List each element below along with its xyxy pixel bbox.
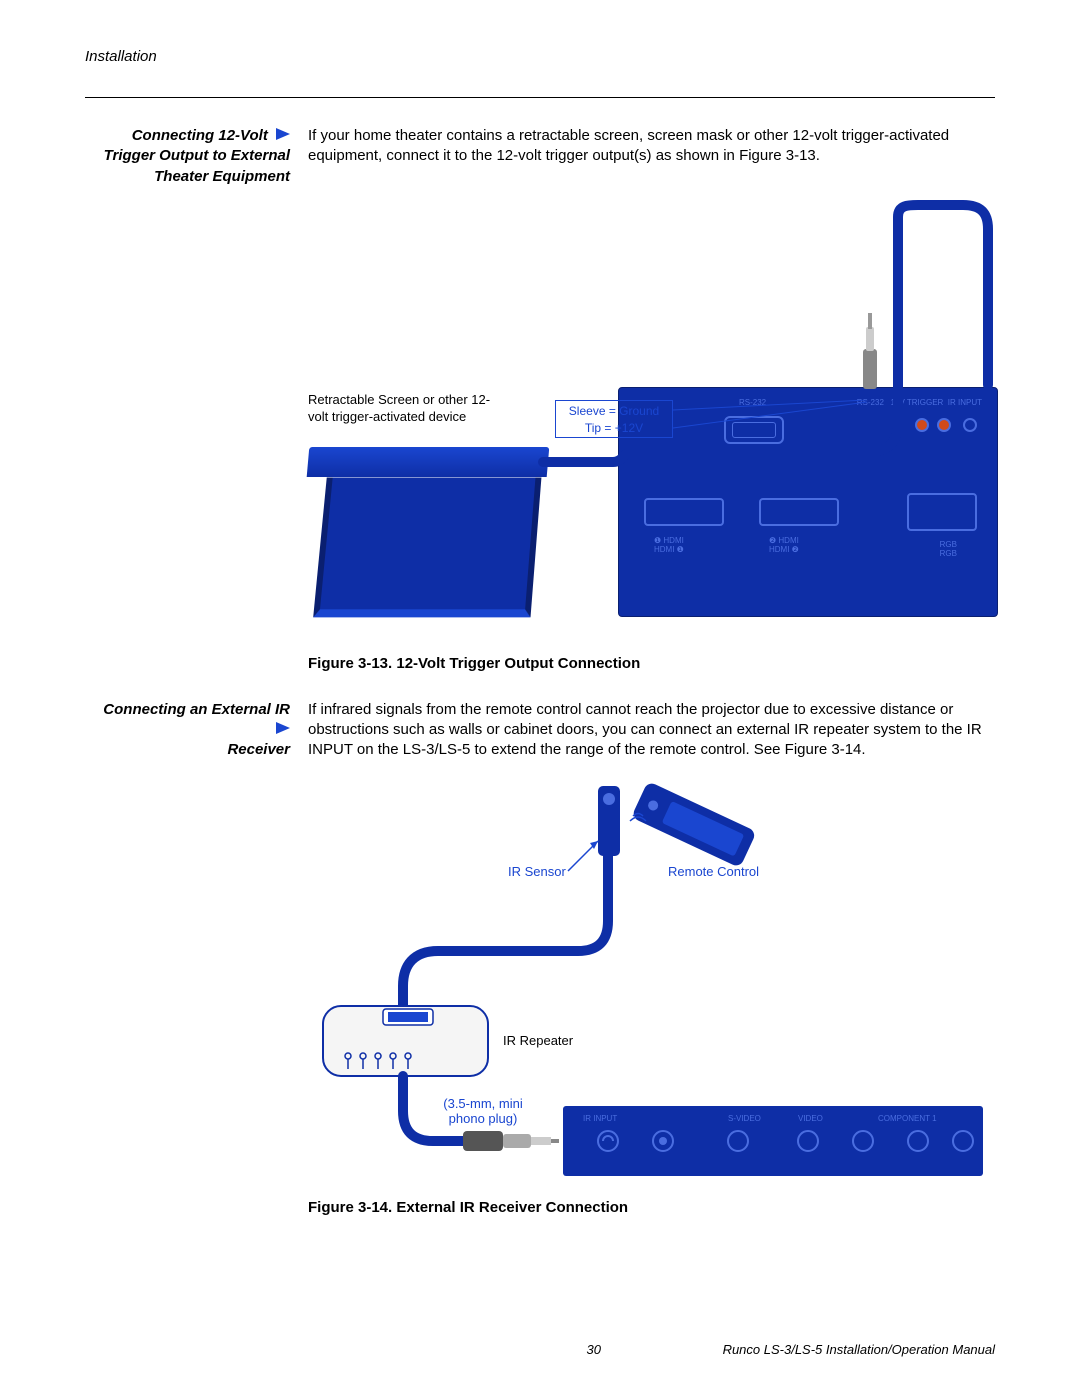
hdmi-2 bbox=[759, 498, 839, 526]
section-12v-trigger: Connecting 12-Volt Trigger Output to Ext… bbox=[85, 126, 995, 187]
panel-label-row: RS-232 12V TRIGGER IR INPUT bbox=[857, 398, 982, 407]
figure-3-14-caption: Figure 3-14. External IR Receiver Connec… bbox=[308, 1199, 995, 1216]
arrow-icon bbox=[276, 126, 290, 146]
plug-label: (3.5-mm, mini phono plug) bbox=[438, 1096, 528, 1127]
svg-text:VIDEO: VIDEO bbox=[798, 1114, 823, 1123]
svg-text:COMPONENT 1: COMPONENT 1 bbox=[878, 1114, 937, 1123]
screen-housing bbox=[307, 447, 550, 477]
margin-heading-ir: Connecting an External IR Receiver bbox=[85, 700, 290, 761]
ir-jack bbox=[963, 418, 977, 432]
body-ir: If infrared signals from the remote cont… bbox=[290, 700, 995, 761]
margin-heading-ir-text-2: Receiver bbox=[227, 741, 290, 758]
vga-port bbox=[907, 493, 977, 531]
svg-text:S-VIDEO: S-VIDEO bbox=[728, 1114, 761, 1123]
margin-heading-12v: Connecting 12-Volt Trigger Output to Ext… bbox=[85, 126, 290, 187]
header-rule bbox=[85, 97, 995, 98]
repeater-label: IR Repeater bbox=[503, 1033, 573, 1050]
screen-label: Retractable Screen or other 12-volt trig… bbox=[308, 392, 508, 426]
sleeve-label: Sleeve = Ground bbox=[569, 404, 659, 418]
margin-heading-text-3: Theater Equipment bbox=[154, 168, 290, 185]
margin-heading-text-2: Trigger Output to External bbox=[104, 147, 290, 164]
svg-text:IR INPUT: IR INPUT bbox=[583, 1114, 617, 1123]
hdmi-1 bbox=[644, 498, 724, 526]
remote-label: Remote Control bbox=[668, 864, 759, 879]
page-footer: 30 Runco LS-3/LS-5 Installation/Operatio… bbox=[85, 1342, 995, 1357]
figure-3-13: Retractable Screen or other 12-volt trig… bbox=[308, 197, 995, 637]
tip-label: Tip = +12V bbox=[585, 421, 643, 435]
trigger-jack-1 bbox=[915, 418, 929, 432]
screen-fabric bbox=[313, 477, 541, 617]
rgb-label: RGBRGB bbox=[940, 540, 957, 558]
callout-lines bbox=[673, 400, 873, 440]
manual-title: Runco LS-3/LS-5 Installation/Operation M… bbox=[723, 1342, 995, 1357]
section-ir-receiver: Connecting an External IR Receiver If in… bbox=[85, 700, 995, 761]
figure-3-13-caption: Figure 3-13. 12-Volt Trigger Output Conn… bbox=[308, 655, 995, 672]
trigger-jack-2 bbox=[937, 418, 951, 432]
fig314-svg: S-VIDEO VIDEO COMPONENT 1 IR INPUT bbox=[308, 771, 998, 1191]
arrow-icon bbox=[276, 720, 290, 740]
page-number: 30 bbox=[587, 1342, 601, 1357]
figure-3-14: S-VIDEO VIDEO COMPONENT 1 IR INPUT IR Se… bbox=[308, 771, 998, 1191]
margin-heading-text: Connecting 12-Volt bbox=[132, 127, 268, 144]
ir-sensor-label: IR Sensor bbox=[508, 864, 566, 879]
hdmi-label-2: ❷ HDMIHDMI ❷ bbox=[769, 536, 799, 554]
margin-heading-ir-text: Connecting an External IR bbox=[103, 701, 290, 718]
hdmi-label-1: ❶ HDMIHDMI ❶ bbox=[654, 536, 684, 554]
plug-callout: Sleeve = Ground Tip = +12V bbox=[555, 400, 673, 438]
page-header: Installation bbox=[85, 48, 995, 65]
body-12v: If your home theater contains a retracta… bbox=[290, 126, 995, 187]
